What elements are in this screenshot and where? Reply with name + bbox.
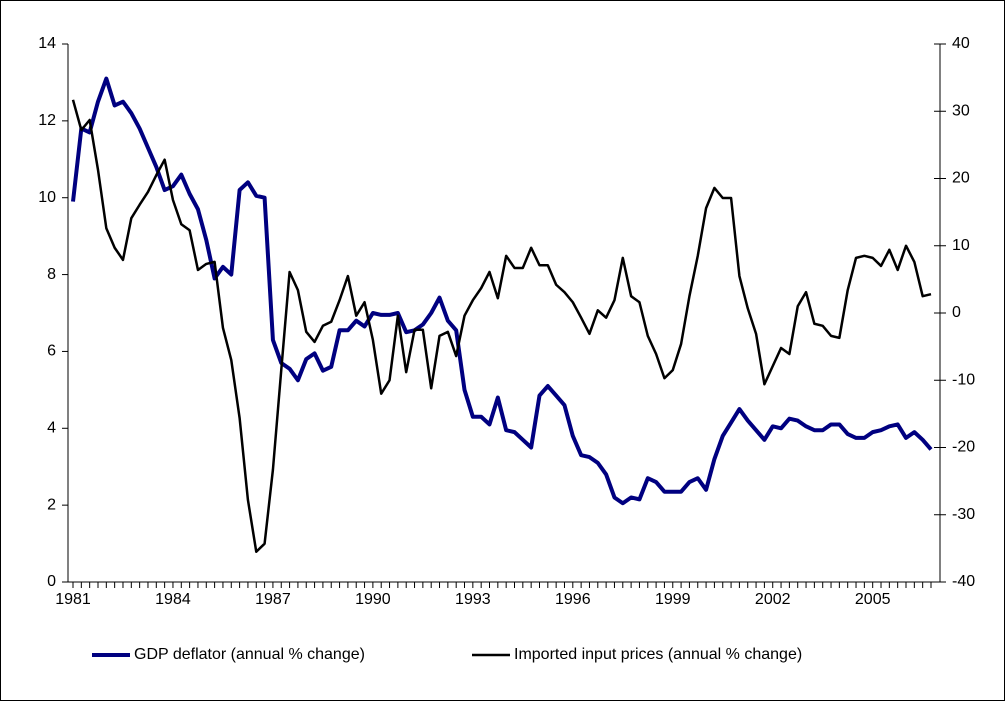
x-tick-label: 1996 [555,591,591,608]
x-tick-label: 2005 [855,591,891,608]
legend-label: Imported input prices (annual % change) [514,646,802,663]
x-tick-label: 1990 [355,591,391,608]
x-tick-label: 1981 [55,591,91,608]
y2-tick-label: 30 [952,102,970,119]
y-tick-label: 12 [38,112,56,129]
series-line [71,99,932,553]
x-tick-label: 1984 [155,591,191,608]
x-tick-label: 2002 [755,591,791,608]
y-tick-label: 2 [47,496,56,513]
y2-tick-label: 0 [952,304,961,321]
y2-tick-label: 40 [952,35,970,52]
x-tick-label: 1987 [255,591,291,608]
y2-tick-label: -20 [952,439,975,456]
y2-tick-label: 10 [952,237,970,254]
y-tick-label: 8 [47,266,56,283]
x-tick-label: 1999 [655,591,691,608]
y-tick-label: 4 [47,420,56,437]
y2-tick-label: -30 [952,506,975,523]
y-tick-label: 10 [38,189,56,206]
y-tick-label: 14 [38,35,56,52]
legend-label: GDP deflator (annual % change) [134,646,365,663]
y-tick-label: 6 [47,343,56,360]
y2-tick-label: -40 [952,573,975,590]
y2-tick-label: 20 [952,170,970,187]
x-tick-label: 1993 [455,591,491,608]
y2-tick-label: -10 [952,371,975,388]
y-tick-label: 0 [47,573,56,590]
